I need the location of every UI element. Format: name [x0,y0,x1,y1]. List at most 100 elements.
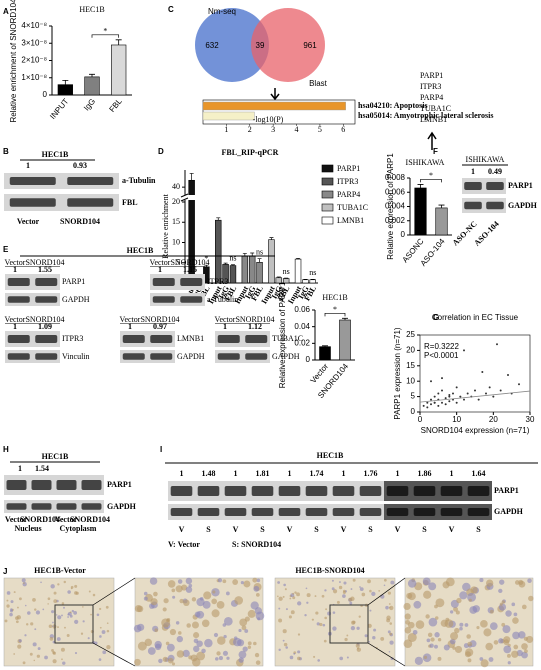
ihc-cell [464,623,469,627]
blot-band [464,201,482,210]
lane-label: S [422,525,427,534]
ihc-cell [454,627,460,634]
legend-swatch [321,190,334,199]
x-tick-label: IgG [82,97,97,113]
ihc-cell [238,650,247,659]
ihc-cell [153,591,158,597]
ihc-cell [17,644,22,649]
y-tick-label: 0 [401,230,406,239]
bar [57,84,73,96]
ihc-cell [196,651,206,661]
point [441,401,443,404]
panel-letter: B [3,147,9,156]
ihc-cell [456,597,462,604]
band-label: ITPR3 [207,277,228,286]
ihc-cell [518,631,526,639]
y-tick-label: 15 [172,217,180,226]
lane-label: V [395,525,401,534]
ihc-cell [289,597,292,600]
ihc-cell [191,621,199,629]
ihc-cell [513,644,519,650]
ihc-cell [513,612,518,617]
lane-label: SNORD104 [235,315,274,324]
ihc-cell [483,628,492,637]
ihc-cell [96,613,100,617]
significance: ns [256,248,263,257]
y-tick-label: 20 [172,197,180,206]
ihc-cell [211,609,220,618]
band-label: GAPDH [272,352,300,361]
ihc-cell [165,641,170,646]
ihc-cell [314,595,317,597]
ihc-cell [185,577,193,585]
blot-band [413,486,436,496]
blot-ratio: 1.09 [38,322,52,331]
x-tick-label: FBL [107,96,124,113]
ihc-cell [434,632,440,638]
ihc-cell [512,617,519,624]
ihc-cell [244,629,249,633]
ihc-cell [60,647,65,652]
ihc-cell [158,658,163,664]
ihc-cell [485,642,494,651]
blot-ratio: 1 [396,469,400,478]
blot-band [31,480,52,490]
blot-ratio: 1.54 [35,464,49,473]
blot-band [7,353,30,360]
ihc-cell [297,650,301,654]
legend-label: PARP4 [337,190,360,199]
ihc-cell [63,580,67,584]
ihc-cell [102,650,107,655]
ihc-cell [74,584,78,588]
blot-band [440,486,463,496]
ihc-cell [332,611,336,614]
ihc-cell [388,606,391,609]
x-tick-label: 1 [224,125,228,134]
ihc-cell [24,634,27,637]
ihc-cell [352,578,356,582]
point [433,401,436,404]
ihc-cell [183,599,190,607]
ihc-cell [253,585,260,592]
y-tick-label: 0.004 [385,202,406,211]
image-label: HEC1B-SNORD104 [295,566,364,575]
ihc-cell [191,597,197,602]
ihc-cell [350,625,356,631]
ihc-cell [147,647,156,655]
blot-band [197,486,220,496]
ihc-cell [55,614,58,616]
blot-ratio: 1.15 [183,265,197,274]
ihc-cell [367,623,372,628]
ihc-cell [493,640,499,645]
panel-letter: G [433,313,439,322]
ihc-cell [403,639,413,649]
ihc-cell [47,603,49,605]
ihc-cell [171,662,176,666]
ihc-cell [166,643,175,652]
band-label: LMNB1 [177,334,204,343]
ihc-cell [52,621,54,624]
blot-band [278,486,301,496]
blot-band [170,508,193,516]
ihc-cell [37,647,41,651]
ihc-cell [10,600,14,604]
ihc-cell [343,581,347,585]
point [463,349,465,352]
ihc-cell [313,655,316,658]
ihc-cell [518,580,526,588]
bar [414,187,427,236]
ihc-cell [378,589,381,592]
zoom-line [92,577,406,667]
ihc-cell [511,650,519,658]
ihc-cell [212,590,216,594]
ihc-image [3,577,115,667]
ihc-cell [106,644,111,650]
lane-label: S [206,525,211,534]
ihc-cell [380,594,385,599]
y-axis-label: Relative expression of PARP1 [278,281,287,388]
blot-ratio: 1.12 [248,322,262,331]
ihc-cell [61,602,65,605]
arrow [270,88,280,101]
band-label: Vinculin [62,352,90,361]
ihc-cell [176,635,183,643]
